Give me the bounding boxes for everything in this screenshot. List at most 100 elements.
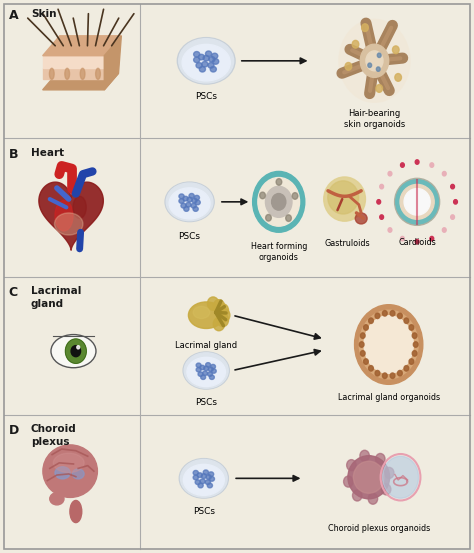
Circle shape [219,309,230,322]
Circle shape [454,200,457,204]
Ellipse shape [186,202,191,207]
Circle shape [360,450,369,461]
Circle shape [362,24,368,32]
Text: Skin: Skin [31,9,56,19]
Text: Gastruloids: Gastruloids [324,239,370,248]
Circle shape [377,200,381,204]
Circle shape [383,373,387,378]
Ellipse shape [211,53,218,59]
Ellipse shape [181,460,227,497]
Ellipse shape [55,467,70,479]
Ellipse shape [193,475,199,480]
Ellipse shape [209,56,215,62]
Circle shape [442,171,446,176]
Ellipse shape [183,352,229,389]
Circle shape [388,171,392,176]
Circle shape [260,192,265,199]
Ellipse shape [193,51,200,57]
Ellipse shape [189,194,194,198]
Ellipse shape [328,181,358,214]
Circle shape [409,359,414,364]
Circle shape [353,490,362,501]
Text: PSCs: PSCs [193,507,215,516]
Ellipse shape [202,61,208,67]
Ellipse shape [210,66,216,72]
Circle shape [77,346,80,349]
Circle shape [346,460,356,471]
Ellipse shape [49,69,54,80]
Ellipse shape [198,372,203,377]
Circle shape [412,333,417,338]
Ellipse shape [204,366,209,371]
Circle shape [401,163,404,167]
Ellipse shape [196,368,201,372]
Text: B: B [9,148,18,161]
Circle shape [368,63,372,67]
Ellipse shape [184,353,228,388]
Ellipse shape [212,59,219,64]
Ellipse shape [208,367,213,372]
Polygon shape [43,36,121,56]
Ellipse shape [72,469,84,479]
Ellipse shape [193,471,199,475]
Ellipse shape [400,184,434,219]
Text: Lacrimal gland organoids: Lacrimal gland organoids [337,393,440,401]
Circle shape [380,184,383,189]
Circle shape [292,192,298,199]
Polygon shape [43,69,104,79]
Circle shape [360,44,389,77]
Circle shape [286,215,292,221]
Ellipse shape [179,194,184,199]
Ellipse shape [193,306,210,319]
Circle shape [376,67,380,71]
Ellipse shape [206,51,211,56]
Ellipse shape [206,363,210,367]
Ellipse shape [203,470,209,474]
Text: Hair-bearing
skin organoids: Hair-bearing skin organoids [344,109,405,129]
Text: Choroid plexus organoids: Choroid plexus organoids [328,524,430,533]
Ellipse shape [396,180,438,224]
Text: PSCs: PSCs [195,92,217,101]
Circle shape [383,456,419,498]
Circle shape [390,311,395,316]
Ellipse shape [196,62,202,68]
Polygon shape [104,36,121,90]
Ellipse shape [200,479,205,484]
Ellipse shape [181,204,186,208]
Ellipse shape [355,213,367,224]
Circle shape [398,313,402,319]
Ellipse shape [187,357,226,387]
Circle shape [451,215,455,220]
Circle shape [208,297,219,310]
Ellipse shape [53,453,84,472]
Ellipse shape [201,474,207,478]
Circle shape [213,300,225,313]
Circle shape [360,333,365,338]
Text: D: D [9,424,19,437]
Circle shape [253,171,305,232]
Ellipse shape [348,456,390,499]
Circle shape [65,339,86,363]
Ellipse shape [179,39,234,83]
Polygon shape [43,73,118,90]
Text: Choroid
plexus: Choroid plexus [31,424,77,447]
Circle shape [364,316,413,373]
Ellipse shape [55,201,73,231]
Ellipse shape [166,183,213,221]
Ellipse shape [208,372,212,377]
Ellipse shape [194,195,200,200]
Ellipse shape [209,477,215,481]
Ellipse shape [206,474,211,479]
Ellipse shape [50,493,64,505]
Ellipse shape [96,69,100,80]
Circle shape [375,313,380,319]
Circle shape [364,359,368,364]
Circle shape [404,318,409,324]
Circle shape [412,351,417,356]
Circle shape [339,19,410,102]
Text: Heart forming
organoids: Heart forming organoids [251,242,307,262]
Ellipse shape [187,197,192,202]
Ellipse shape [203,55,209,61]
Text: Lacrimal
gland: Lacrimal gland [31,286,81,309]
Ellipse shape [169,188,210,219]
